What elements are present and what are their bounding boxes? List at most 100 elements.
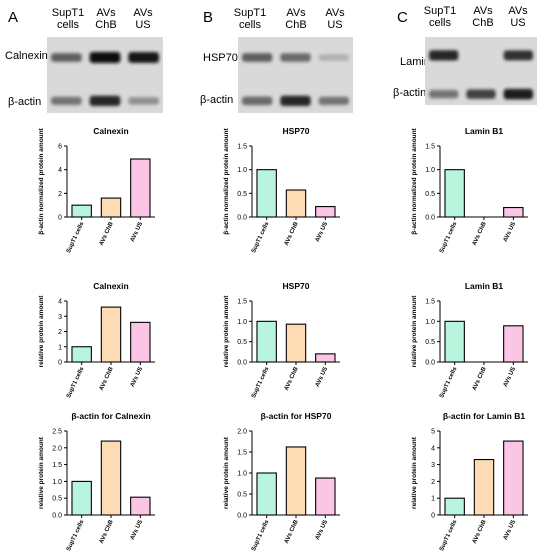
lane-header-avs-chb: AVs ChB [88, 7, 124, 31]
bar-avs-chb [100, 197, 122, 218]
blot-label-beta-actin: β-actin [393, 87, 427, 99]
y-tick-label: 2 [431, 479, 435, 486]
lane-header-supt1: SupT1 cells [50, 7, 86, 31]
y-tick-label: 1.5 [237, 450, 247, 457]
bar-supt1-cells [71, 480, 92, 516]
y-tick-label: 3 [58, 314, 62, 321]
bar-chart-hsp70-relative: HSP70 relative protein amount 0.0 0.5 1.0 1.5… [223, 281, 340, 399]
chart-title: Calnexin [93, 281, 128, 291]
bar-supt1-cells [256, 320, 277, 363]
x-tick-label: SupT1 cells [439, 366, 459, 399]
blot-band [89, 52, 121, 64]
chart-title: β-actin for Lamin B1 [443, 411, 525, 421]
lane-header-line: US [135, 19, 151, 31]
lane-header-line: cells [56, 19, 79, 31]
y-tick-label: 0.0 [237, 215, 247, 222]
y-tick-label: 1.5 [52, 462, 62, 469]
y-axis-label: relative protein amount [411, 436, 418, 509]
panel-letter-a: A [8, 9, 19, 26]
bar-avs-chb [100, 306, 122, 363]
x-tick-label: SupT1 cells [66, 221, 86, 254]
x-tick-label: SupT1 cells [251, 366, 271, 399]
x-tick-label: AVs US [315, 221, 329, 243]
blot-band [503, 50, 533, 61]
lane-header-line: AVs [286, 7, 306, 19]
y-tick-label: 1 [431, 496, 435, 503]
y-tick-label: 2 [58, 329, 62, 336]
bar-chart-beta-actin-calnexin: β-actin for Calnexin relative protein amo… [38, 411, 155, 552]
chart-title: HSP70 [283, 281, 310, 291]
x-tick-label: AVs US [130, 221, 144, 243]
y-tick-label: 0.5 [237, 492, 247, 499]
bar-chart-lamin-b1-normalized: Lamin B1 β-actin normalized protein amoun… [411, 126, 528, 254]
y-tick-label: 0 [431, 513, 435, 520]
y-tick-label: 1.5 [237, 144, 247, 151]
y-tick-label: 1.0 [237, 167, 247, 174]
x-tick-label: AVs US [130, 519, 144, 541]
lane-header-avs-chb: AVs ChB [278, 7, 314, 31]
bar-supt1-cells [444, 320, 465, 363]
y-tick-label: 2.0 [237, 429, 247, 436]
blot-image-b [238, 37, 353, 113]
x-tick-label: AVs ChB [472, 221, 488, 247]
y-tick-label: 6 [58, 144, 62, 151]
x-tick-label: AVs US [315, 519, 329, 541]
bar-avs-us [503, 206, 524, 218]
y-axis-label: relative protein amount [223, 436, 230, 509]
blot-band [242, 53, 273, 62]
x-tick-label: AVs US [503, 519, 517, 541]
x-tick-label: AVs ChB [99, 366, 115, 392]
blot-band [503, 88, 533, 100]
chart-title: Lamin B1 [465, 281, 504, 291]
panel-letter-b: B [203, 9, 214, 26]
blot-band [429, 89, 459, 99]
bar-avs-chb [473, 459, 495, 516]
lane-header-avs-us: AVs US [500, 5, 536, 29]
x-tick-label: AVs US [503, 221, 517, 243]
bar-avs-us [130, 158, 151, 218]
lane-header-supt1: SupT1 cells [422, 5, 458, 29]
blot-band [51, 96, 82, 105]
y-tick-label: 0.0 [425, 215, 435, 222]
x-tick-label: AVs ChB [472, 366, 488, 392]
y-tick-label: 1.5 [237, 299, 247, 306]
y-tick-label: 1.0 [425, 319, 435, 326]
x-tick-label: AVs ChB [99, 221, 115, 247]
chart-title: β-actin for Calnexin [71, 411, 150, 421]
y-tick-label: 0 [58, 215, 62, 222]
x-tick-label: AVs ChB [99, 519, 115, 545]
lane-header-line: AVs [473, 5, 493, 17]
bar-supt1-cells [444, 497, 465, 516]
lane-header-line: SupT1 [233, 7, 267, 19]
bar-avs-chb [285, 446, 307, 516]
x-tick-label: AVs US [130, 366, 144, 388]
x-tick-label: AVs US [315, 366, 329, 388]
lane-header-line: ChB [285, 19, 307, 31]
y-tick-label: 4 [58, 167, 62, 174]
lane-header-line: cells [428, 17, 451, 29]
y-tick-label: 2 [58, 191, 62, 198]
y-tick-label: 5 [431, 429, 435, 436]
bar-avs-us [503, 325, 524, 363]
bar-supt1-cells [256, 169, 277, 218]
x-tick-label: AVs US [503, 366, 517, 388]
y-tick-label: 1.5 [425, 144, 435, 151]
y-tick-label: 1.5 [425, 299, 435, 306]
y-tick-label: 2.0 [52, 445, 62, 452]
lane-header-line: US [327, 19, 343, 31]
panel-letter-c: C [397, 9, 408, 26]
y-axis-label: relative protein amount [411, 295, 418, 368]
blot-band [280, 95, 311, 106]
lane-header-supt1: SupT1 cells [232, 7, 268, 31]
bar-supt1-cells [71, 204, 92, 218]
chart-title: β-actin for HSP70 [261, 411, 332, 421]
blot-label-beta-actin: β-actin [200, 94, 234, 106]
bar-avs-us [315, 353, 336, 363]
y-tick-label: 1 [58, 344, 62, 351]
bar-chart-beta-actin-hsp70: β-actin for HSP70 relative protein amount… [223, 411, 340, 552]
bar-avs-chb [285, 323, 307, 363]
bar-chart-lamin-b1-relative: Lamin B1 relative protein amount 0.0 0.5 1.0… [411, 281, 528, 399]
lane-header-line: AVs [133, 7, 153, 19]
y-axis-label: β-actin normalized protein amount [223, 127, 230, 234]
y-tick-label: 0 [58, 360, 62, 367]
